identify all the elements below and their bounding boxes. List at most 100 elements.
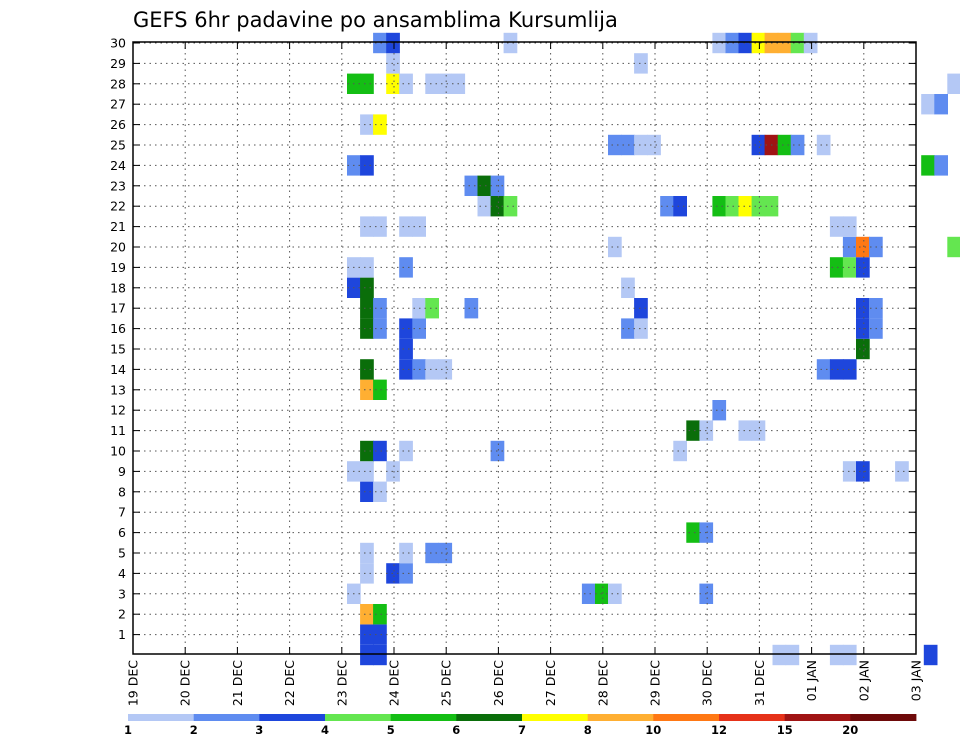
precip-cell <box>842 359 857 380</box>
precip-cell <box>399 359 413 380</box>
x-tick-label: 25 DEC <box>439 660 454 706</box>
precip-cell <box>360 298 374 319</box>
colorbar-swatch <box>128 714 195 721</box>
precip-cell <box>360 257 374 278</box>
precip-cell <box>829 359 844 380</box>
precip-cell <box>751 196 766 217</box>
precip-cell <box>712 400 727 421</box>
x-tick-label: 23 DEC <box>334 660 349 706</box>
precip-cell <box>751 32 766 54</box>
precip-cell <box>399 73 413 94</box>
precip-cell <box>634 318 648 339</box>
colorbar: 1 2 3 4 5 6 7 8 10 12 15 20 <box>124 714 917 737</box>
x-tick-label: 24 DEC <box>387 660 402 706</box>
colorbar-label: 5 <box>387 723 395 737</box>
x-tick-label: 27 DEC <box>543 660 558 706</box>
precip-cell <box>856 318 870 339</box>
precip-cell <box>934 155 948 176</box>
precip-cell <box>634 53 648 74</box>
precip-cell <box>856 298 870 319</box>
precip-cell <box>816 359 831 380</box>
precip-cell <box>360 644 374 666</box>
precip-cell <box>373 624 387 645</box>
precip-cell <box>738 420 753 441</box>
colorbar-label: 6 <box>452 723 460 737</box>
x-tick-label: 19 DEC <box>126 660 141 706</box>
precip-cell <box>856 257 870 278</box>
precip-cell <box>477 196 492 217</box>
y-tick-label: 28 <box>110 76 126 91</box>
precip-cell <box>386 53 400 74</box>
precip-cell <box>386 461 400 482</box>
colorbar-label: 12 <box>711 723 727 737</box>
precip-cell <box>712 32 727 54</box>
colorbar-swatch <box>456 714 523 721</box>
precip-cell <box>725 196 740 217</box>
precip-cell <box>438 73 453 94</box>
x-tick-label: 29 DEC <box>648 660 663 706</box>
colorbar-label: 7 <box>518 723 526 737</box>
precip-cell <box>386 32 400 54</box>
precip-cell <box>921 94 935 115</box>
precip-cell <box>399 257 413 278</box>
precip-cell <box>738 32 753 54</box>
precip-cell <box>373 379 387 400</box>
precip-cell <box>673 440 687 462</box>
precip-cell <box>438 359 453 380</box>
precip-cell <box>373 216 387 237</box>
precip-cell <box>856 461 870 482</box>
precip-cell <box>360 563 374 584</box>
colorbar-swatch <box>390 714 457 721</box>
precip-cell <box>399 440 413 462</box>
precip-cell <box>947 73 960 94</box>
precip-cell <box>842 461 857 482</box>
precip-cell <box>842 644 857 666</box>
precip-cell <box>751 420 766 441</box>
colorbar-swatch <box>719 714 786 721</box>
precip-cell <box>725 32 740 54</box>
colorbar-swatch <box>784 714 851 721</box>
precip-cell <box>360 216 374 237</box>
y-tick-label: 29 <box>110 56 126 71</box>
x-tick-label: 30 DEC <box>700 660 715 706</box>
precip-cell <box>829 216 844 237</box>
precip-cell <box>425 542 439 564</box>
y-tick-label: 20 <box>110 240 126 255</box>
precip-cell <box>856 236 870 258</box>
colorbar-swatch <box>587 714 654 721</box>
precip-cell <box>399 563 413 584</box>
y-tick-label: 25 <box>110 138 126 153</box>
plot-frame <box>132 41 917 655</box>
colorbar-swatch <box>522 714 589 721</box>
x-tick-label: 28 DEC <box>595 660 610 706</box>
y-tick-label: 2 <box>118 607 126 622</box>
y-tick-label: 5 <box>118 546 126 561</box>
precip-cell <box>686 420 700 441</box>
precip-cell <box>360 481 374 502</box>
x-tick-label: 26 DEC <box>491 660 506 706</box>
chart-title: GEFS 6hr padavine po ansamblima Kursumli… <box>133 8 618 32</box>
colorbar-swatch <box>325 714 392 721</box>
precip-cell <box>829 257 844 278</box>
precip-cell <box>634 298 648 319</box>
y-tick-label: 24 <box>110 158 126 173</box>
precip-cell <box>399 216 413 237</box>
grid-lines <box>133 42 916 654</box>
precip-cell <box>923 644 938 666</box>
precip-cell <box>360 155 374 176</box>
y-tick-label: 17 <box>110 301 126 316</box>
precip-cell <box>712 196 727 217</box>
precip-cell <box>438 542 453 564</box>
precip-cell <box>621 277 635 298</box>
precip-cell <box>686 522 700 543</box>
precip-cell <box>842 257 857 278</box>
precip-cell <box>373 644 387 666</box>
precip-cell <box>816 134 831 156</box>
precip-cell <box>738 196 753 217</box>
precip-cell <box>360 542 374 564</box>
precip-cell <box>360 73 374 94</box>
y-tick-label: 1 <box>118 627 126 642</box>
precip-cell <box>425 298 439 319</box>
x-axis: 19 DEC 20 DEC 21 DEC 22 DEC 23 DEC 24 DEC 25 D… <box>126 42 924 706</box>
precip-cell <box>373 481 387 502</box>
